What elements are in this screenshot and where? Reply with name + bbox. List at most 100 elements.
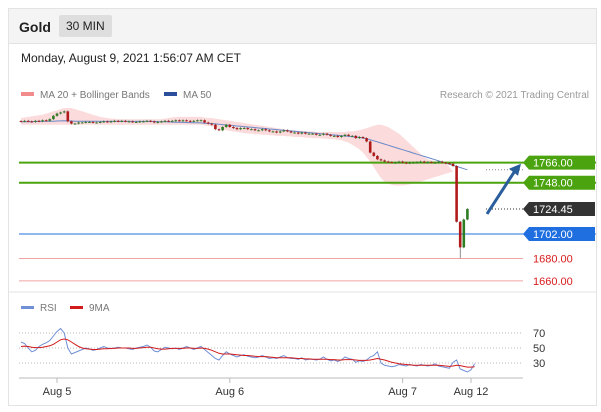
candle [451,162,455,167]
candle [440,160,444,164]
support-1-label: 1680.00 [533,254,573,266]
chart-card: Gold 30 MIN Monday, August 9, 2021 1:56:… [8,8,597,406]
candle [253,128,257,132]
candle [386,160,390,163]
candle [250,128,253,131]
candle [66,110,70,123]
candle [84,121,88,124]
level-labels: 1766.00 1748.00 1724.45 1702.00 1680.00 1660.… [523,155,595,288]
candle [163,119,167,123]
candle [62,110,66,114]
candle [95,121,98,124]
candle [282,129,286,133]
candle [278,130,282,134]
x-tick-label: Aug 6 [215,386,244,398]
candle [34,119,37,123]
candle [376,155,379,161]
candle [275,130,278,134]
candle [246,127,250,131]
candle [26,119,30,123]
candle [444,161,448,165]
candle [192,119,196,123]
candle [30,120,34,123]
candle [271,130,275,133]
rsi-line [20,327,476,373]
candle [365,137,368,143]
x-tick-label: Aug 12 [454,386,489,398]
candle [289,130,293,134]
candle [332,134,336,137]
candle [307,132,311,135]
candle [170,119,174,123]
timeframe-button[interactable]: 30 MIN [59,15,112,37]
rsi-ma-legend-label: 9MA [89,303,110,314]
candle [426,161,430,164]
candle [336,134,340,138]
candle [52,114,55,121]
candle [174,119,178,122]
candle [264,128,268,132]
candle [156,121,160,124]
x-tick-label: Aug 7 [388,386,417,398]
candle [379,158,383,162]
bb-legend-label: MA 20 + Bollinger Bands [40,90,150,101]
bollinger-band [21,108,453,186]
candle [412,161,415,164]
candle [59,111,62,115]
candle [257,129,260,132]
candle [358,136,361,140]
candle [210,122,214,126]
candle [318,133,322,136]
candle [91,121,95,124]
candle [138,120,142,123]
candle [343,133,347,137]
candle [361,136,365,140]
bollinger-band-fill [21,108,453,186]
candle [325,132,329,136]
candle [199,119,203,122]
instrument-title: Gold [19,19,51,35]
candle [206,121,210,125]
chart-header: Gold 30 MIN [9,9,596,44]
candle [127,120,131,123]
candle [260,128,264,132]
current-price-tag: 1724.45 [523,201,595,216]
candle [350,134,354,137]
candle [98,121,102,124]
candle [188,119,192,123]
candle [124,119,127,123]
x-tick-label: Aug 5 [43,386,72,398]
candle [214,123,217,131]
candle [109,120,113,123]
candle [113,119,116,123]
candle [293,131,296,134]
rsi-legend-swatch [21,306,34,309]
candle [221,126,224,132]
candle [455,165,458,223]
candle [368,140,372,154]
rsi-ma-legend-swatch [70,306,83,309]
candle [372,151,376,157]
candle [347,133,350,137]
credit-text: Research © 2021 Trading Central [440,90,589,101]
candle [106,120,109,123]
candle [19,120,23,123]
candle [311,132,314,135]
candle [44,119,48,122]
candle [430,161,433,164]
candle [462,218,466,249]
candle [286,129,289,133]
candle [134,121,138,123]
candle [390,161,394,164]
pivot-tag: 1702.00 [523,227,595,242]
candle [120,119,124,123]
candle [73,122,77,125]
candle [296,131,300,135]
candle [131,120,134,123]
candle [160,120,163,123]
candle [41,119,44,123]
support-2-label: 1660.00 [533,276,573,288]
candle [415,161,419,164]
candle [458,220,462,259]
